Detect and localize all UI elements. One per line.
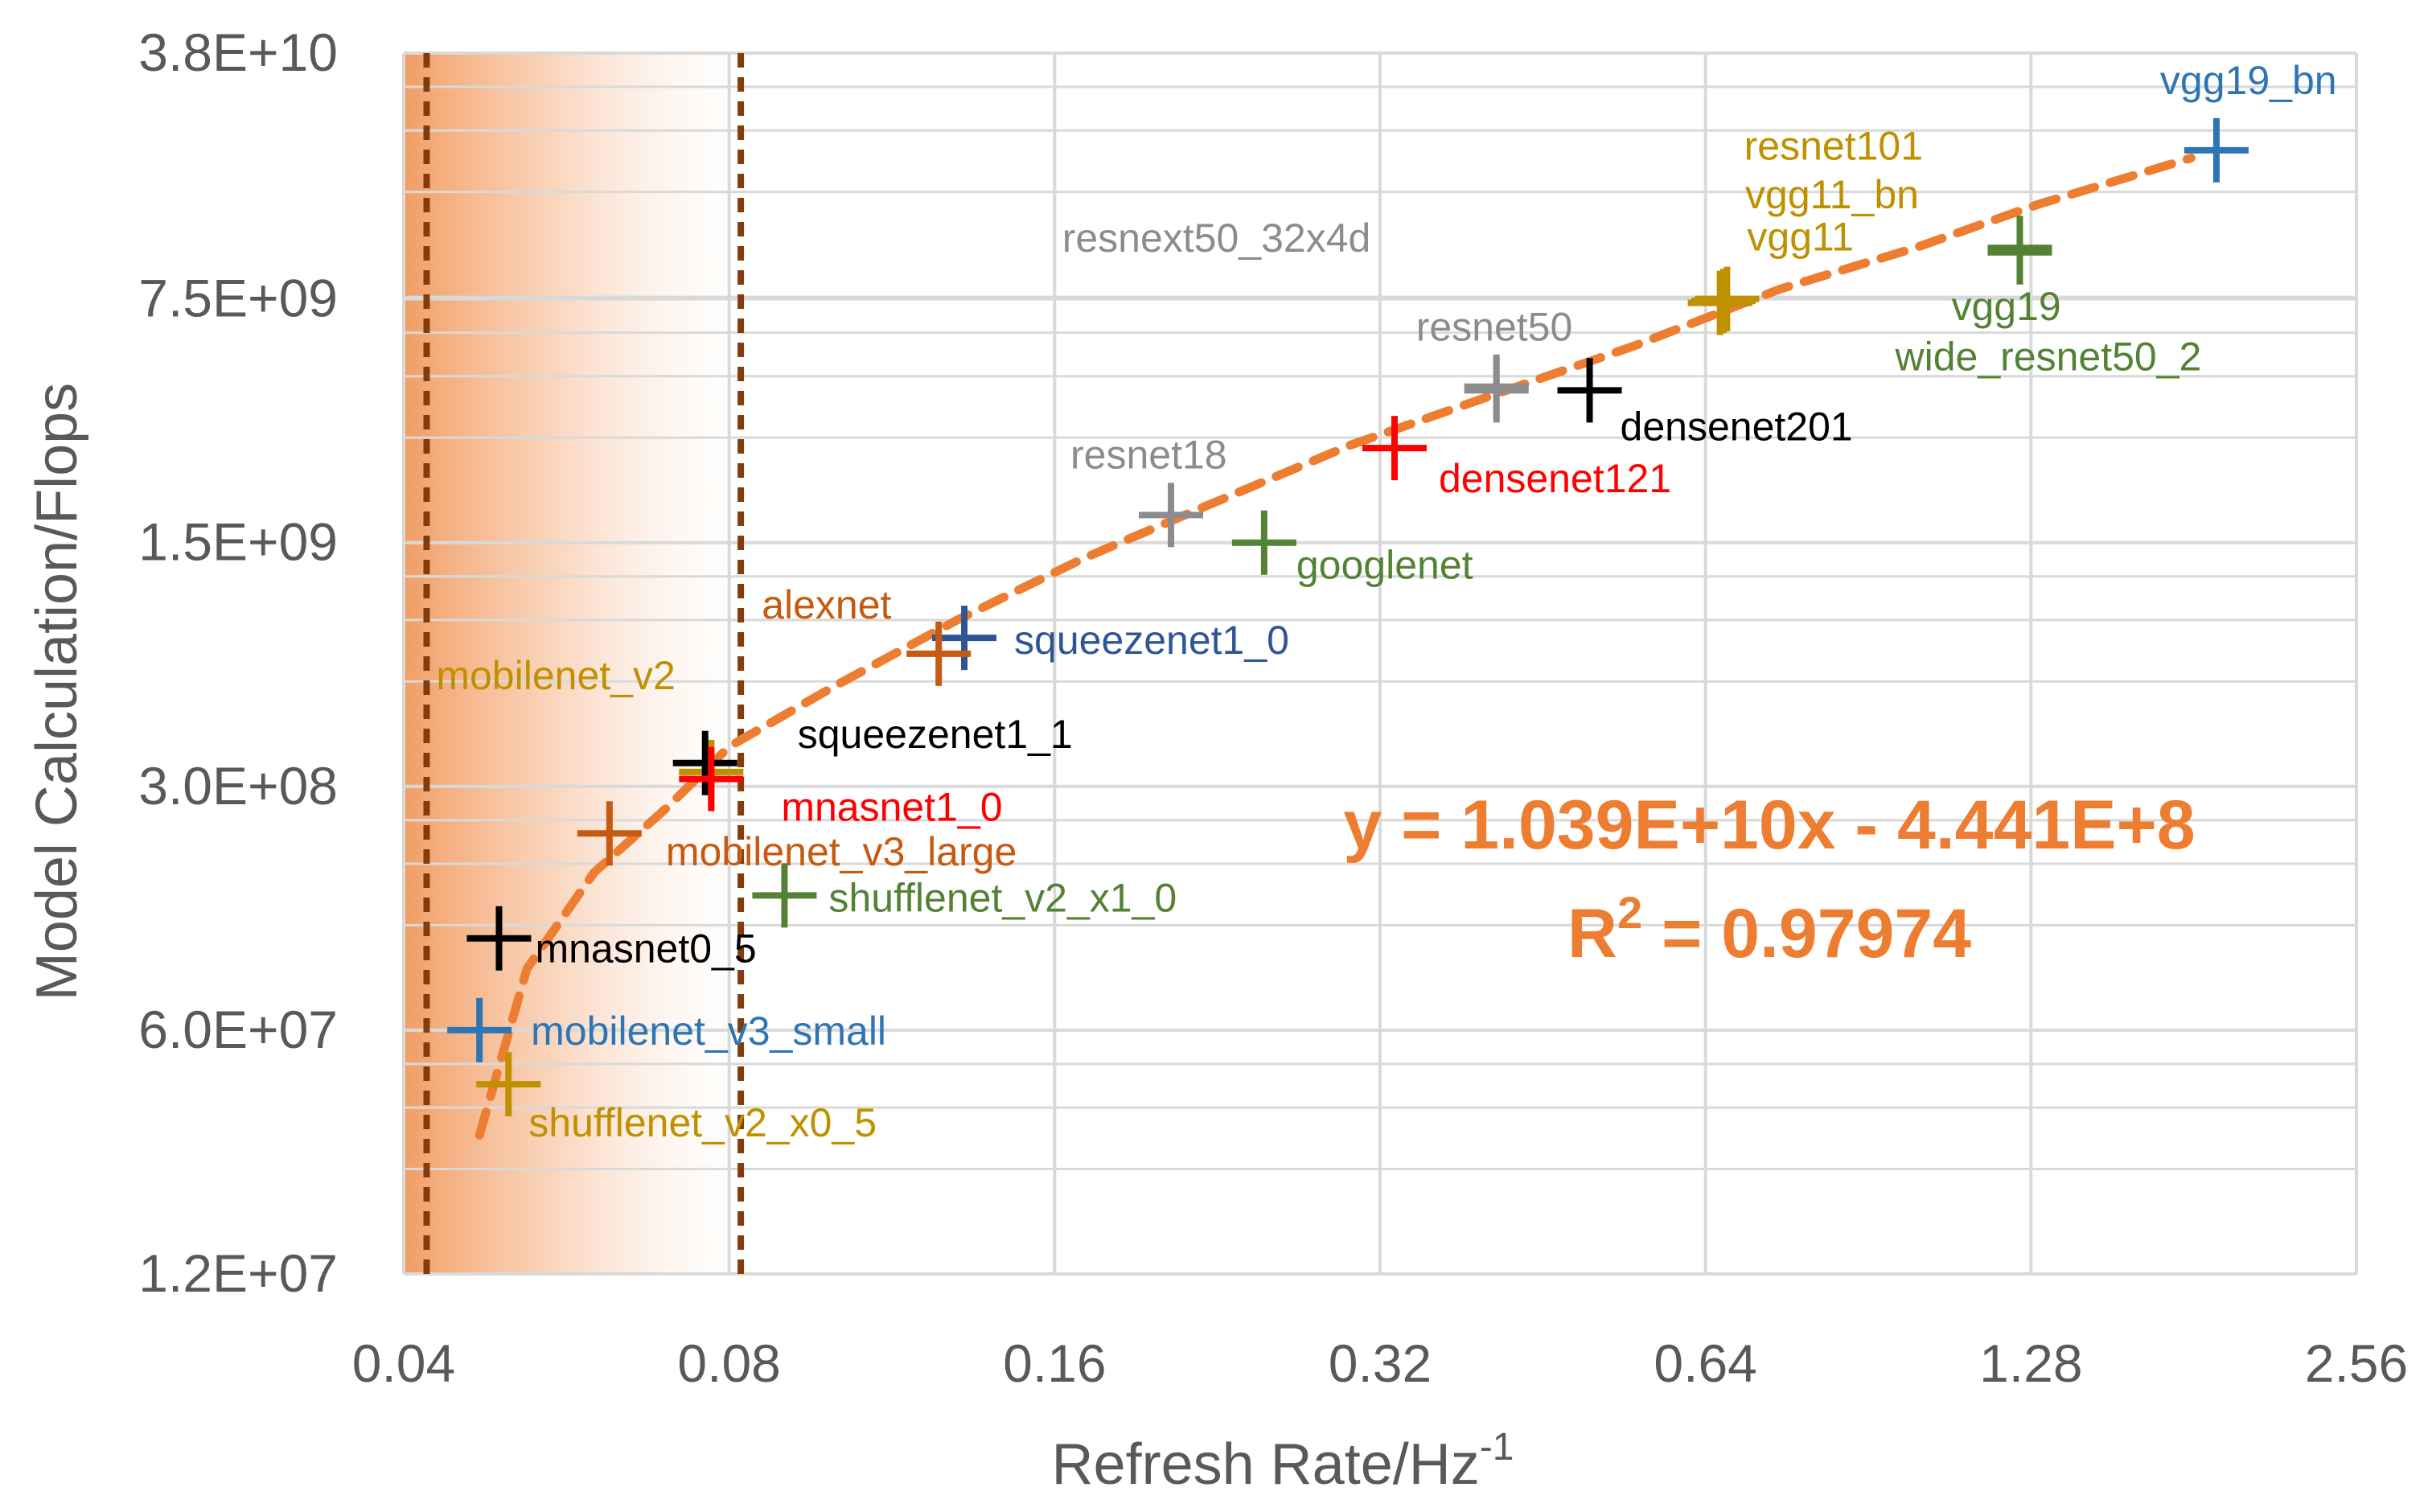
y-tick-label: 3.0E+08 — [138, 756, 338, 816]
label-mobilenet_v2: mobilenet_v2 — [436, 653, 675, 698]
label-resnext50_32x4d: resnext50_32x4d — [1062, 216, 1371, 261]
marker-mobilenet_v3_large — [577, 801, 642, 866]
r-squared-superscript: 2 — [1617, 887, 1642, 938]
marker-densenet201 — [1557, 358, 1622, 423]
label-squeezenet1_0: squeezenet1_0 — [1014, 618, 1289, 663]
x-tick-label: 0.16 — [1003, 1333, 1106, 1393]
label-densenet201: densenet201 — [1621, 404, 1853, 449]
label-vgg11: vgg11 — [1747, 215, 1854, 260]
x-axis-ticks: 0.04 0.08 0.16 0.32 0.64 1.28 2.56 — [352, 1333, 2408, 1393]
x-axis-title: Refresh Rate/Hz-1 — [1052, 1426, 1514, 1497]
point-labels: vgg19_bnvgg19wide_resnet50_2resnet101vgg… — [436, 58, 2336, 1145]
label-resnet101: resnet101 — [1744, 124, 1923, 169]
data-points — [447, 117, 2249, 1117]
marker-wide_resnet50_2 — [1987, 220, 2052, 285]
marker-mobilenet_v3_small — [447, 997, 512, 1062]
y-tick-label: 1.5E+09 — [138, 512, 338, 572]
x-tick-label: 1.28 — [1979, 1333, 2082, 1393]
marker-shufflenet_v2_x1_0 — [752, 863, 817, 928]
x-tick-label: 0.08 — [677, 1333, 780, 1393]
label-mnasnet0_5: mnasnet0_5 — [535, 927, 756, 972]
label-vgg19_bn: vgg19_bn — [2160, 58, 2337, 103]
label-mobilenet_v3_large: mobilenet_v3_large — [666, 829, 1017, 874]
marker-densenet121 — [1362, 416, 1427, 481]
marker-squeezenet1_1 — [672, 730, 737, 795]
y-tick-label: 7.5E+09 — [138, 269, 338, 328]
y-axis-title: Model Calculation/Flops — [25, 383, 89, 1000]
marker-squeezenet1_0 — [932, 606, 997, 671]
marker-resnet50 — [1464, 358, 1529, 423]
label-vgg11_bn: vgg11_bn — [1745, 172, 1919, 217]
reference-lines — [423, 53, 745, 1282]
r-squared: R2 = 0.97974 — [1567, 887, 1971, 972]
x-tick-label: 0.32 — [1329, 1333, 1432, 1393]
label-resnet18: resnet18 — [1070, 432, 1227, 477]
label-mobilenet_v3_small: mobilenet_v3_small — [531, 1009, 886, 1054]
label-densenet121: densenet121 — [1439, 456, 1671, 501]
label-squeezenet1_1: squeezenet1_1 — [798, 712, 1073, 757]
x-tick-label: 0.64 — [1654, 1333, 1756, 1393]
marker-shufflenet_v2_x0_5 — [476, 1052, 541, 1117]
y-tick-label: 1.2E+07 — [138, 1243, 338, 1303]
label-shufflenet_v2_x1_0: shufflenet_v2_x1_0 — [828, 875, 1177, 920]
x-axis-title-text: Refresh Rate/Hz — [1052, 1432, 1480, 1497]
r-squared-prefix: R — [1567, 895, 1617, 972]
y-tick-label: 6.0E+07 — [138, 1000, 338, 1059]
marker-vgg11 — [1695, 266, 1760, 331]
marker-vgg19_bn — [2184, 117, 2249, 183]
label-shufflenet_v2_x0_5: shufflenet_v2_x0_5 — [528, 1100, 877, 1145]
trendline — [475, 154, 2196, 1140]
label-alexnet: alexnet — [762, 582, 891, 627]
marker-alexnet — [906, 621, 972, 686]
marker-mnasnet0_5 — [466, 906, 532, 971]
label-mnasnet1_0: mnasnet1_0 — [781, 785, 1002, 830]
y-tick-label: 3.8E+10 — [138, 23, 338, 82]
x-tick-label: 0.04 — [352, 1333, 455, 1393]
marker-resnet18 — [1139, 483, 1204, 548]
marker-mnasnet1_0 — [679, 746, 744, 811]
label-vgg19: vgg19 — [1951, 284, 2060, 329]
label-resnet50: resnet50 — [1416, 304, 1573, 349]
label-wide_resnet50_2: wide_resnet50_2 — [1894, 335, 2201, 380]
r-squared-value: = 0.97974 — [1642, 895, 1971, 972]
trendline-equation: y = 1.039E+10x - 4.441E+8 — [1343, 787, 2195, 864]
gridlines — [402, 51, 2358, 1276]
x-axis-title-superscript: -1 — [1480, 1426, 1514, 1469]
y-axis-ticks: 1.2E+07 6.0E+07 3.0E+08 1.5E+09 7.5E+09 3.8E+… — [138, 23, 338, 1303]
x-tick-label: 2.56 — [2305, 1333, 2408, 1393]
shaded-region — [404, 53, 729, 1274]
label-googlenet: googlenet — [1296, 543, 1473, 588]
marker-googlenet — [1231, 510, 1296, 575]
